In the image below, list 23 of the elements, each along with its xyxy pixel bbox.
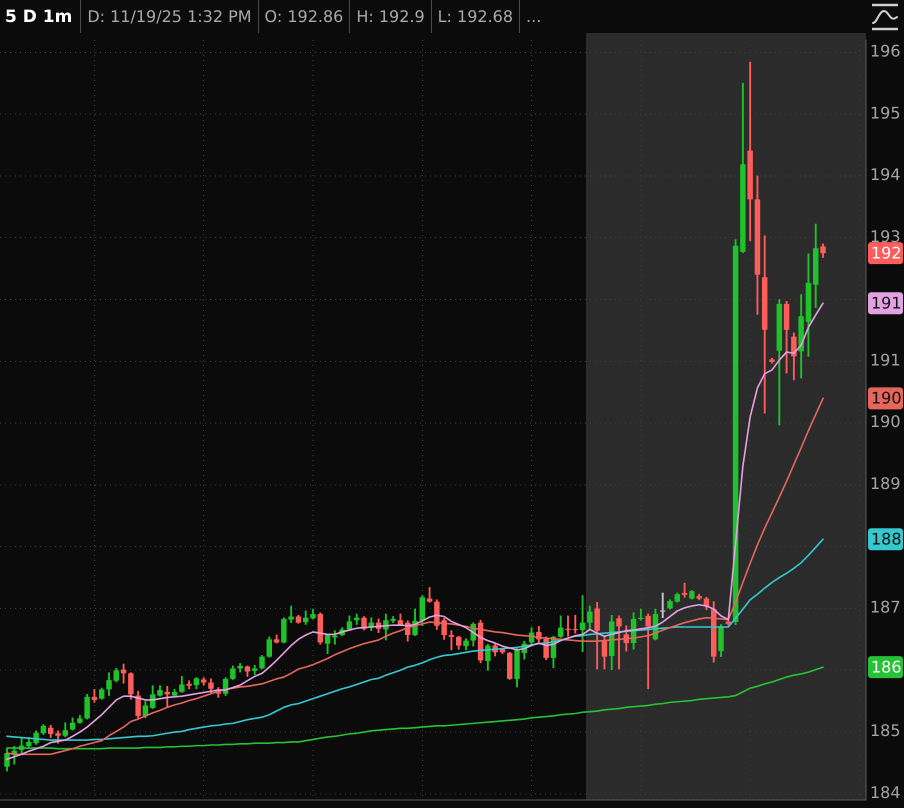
text: L: 192.68 — [430, 0, 520, 33]
y-tick-label: 191 — [870, 350, 901, 370]
y-tick-label: 194 — [870, 165, 901, 184]
candlestick — [638, 608, 644, 621]
y-tick-label: 189 — [870, 474, 901, 494]
candlestick — [448, 630, 454, 650]
y-tick-label: 193 — [870, 226, 901, 246]
candlestick — [288, 606, 294, 623]
text: 188 — [871, 529, 902, 548]
text: H: 192.9 — [349, 0, 431, 33]
text: O: 192.86 — [258, 0, 350, 33]
y-tick-label: 196 — [870, 42, 901, 61]
chart-title: 5 D 1m — [4, 6, 74, 26]
y-tick-label: 184 — [870, 782, 901, 802]
y-tick-label: 190 — [870, 412, 901, 432]
y-tick-label: 195 — [870, 103, 901, 122]
y-tick-label: 185 — [870, 721, 901, 740]
text: 192 — [871, 243, 902, 262]
text: ... — [519, 0, 548, 33]
candlestick — [682, 582, 688, 598]
y-tick-label: 187 — [870, 598, 901, 617]
text: 186 — [871, 657, 902, 676]
text: D: 11/19/25 1:32 PM — [80, 0, 258, 33]
